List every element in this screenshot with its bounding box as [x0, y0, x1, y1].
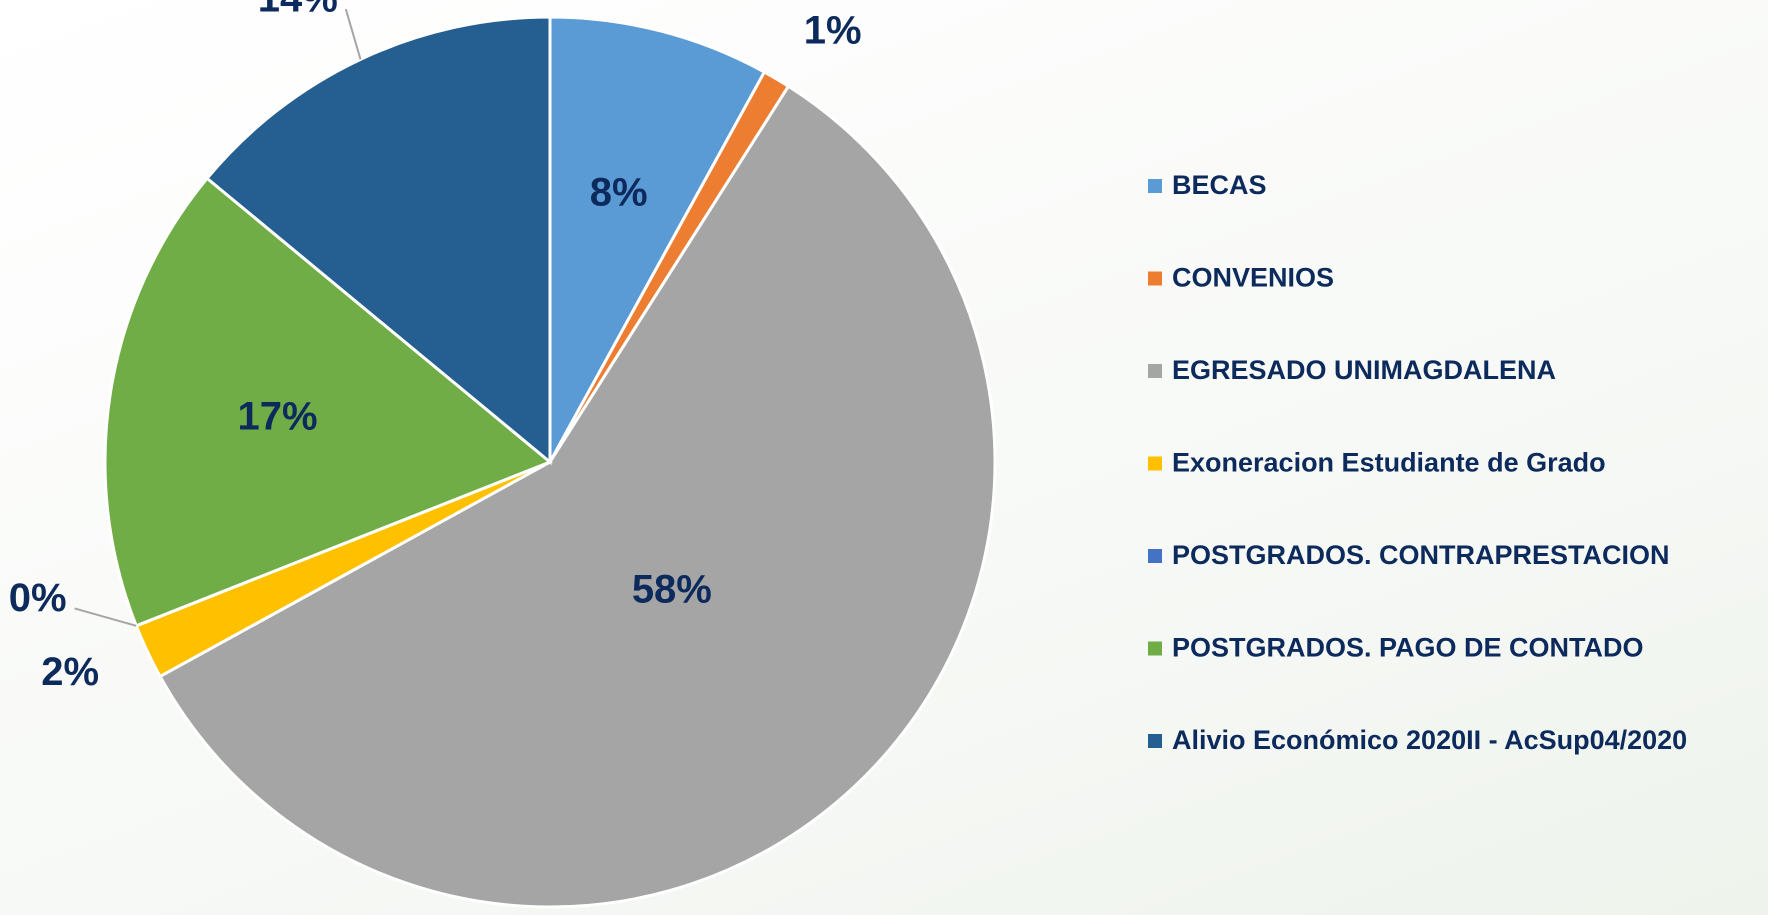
leader-line — [74, 607, 137, 627]
data-label: 2% — [41, 650, 99, 694]
data-label: 58% — [632, 567, 712, 611]
data-label: 17% — [237, 394, 317, 438]
legend-marker — [1148, 271, 1162, 286]
legend-label: POSTGRADOS. PAGO DE CONTADO — [1172, 633, 1644, 663]
legend-label: EGRESADO UNIMAGDALENA — [1172, 355, 1556, 385]
legend-marker — [1148, 549, 1162, 563]
legend-marker — [1148, 456, 1162, 471]
legend-label: POSTGRADOS. CONTRAPRESTACION — [1172, 540, 1670, 570]
data-label: 14% — [258, 0, 338, 21]
data-label: 0% — [9, 576, 67, 620]
pie-slice — [103, 176, 553, 628]
data-label: 8% — [590, 170, 648, 214]
legend-label: Exoneracion Estudiante de Grado — [1172, 448, 1606, 478]
leader-line — [344, 8, 362, 60]
legend-label: CONVENIOS — [1172, 263, 1334, 293]
data-label: 1% — [804, 9, 862, 53]
legend-marker — [1148, 641, 1162, 656]
pie-slice — [205, 15, 552, 466]
legend-marker — [1148, 364, 1162, 378]
pie-slice — [158, 84, 997, 909]
pie-slice — [548, 15, 767, 463]
legend-label: BECAS — [1172, 170, 1267, 200]
legend-marker — [1148, 734, 1162, 748]
legend-marker — [1148, 179, 1162, 193]
legend-label: Alivio Económico 2020II - AcSup04/2020 — [1172, 725, 1687, 755]
